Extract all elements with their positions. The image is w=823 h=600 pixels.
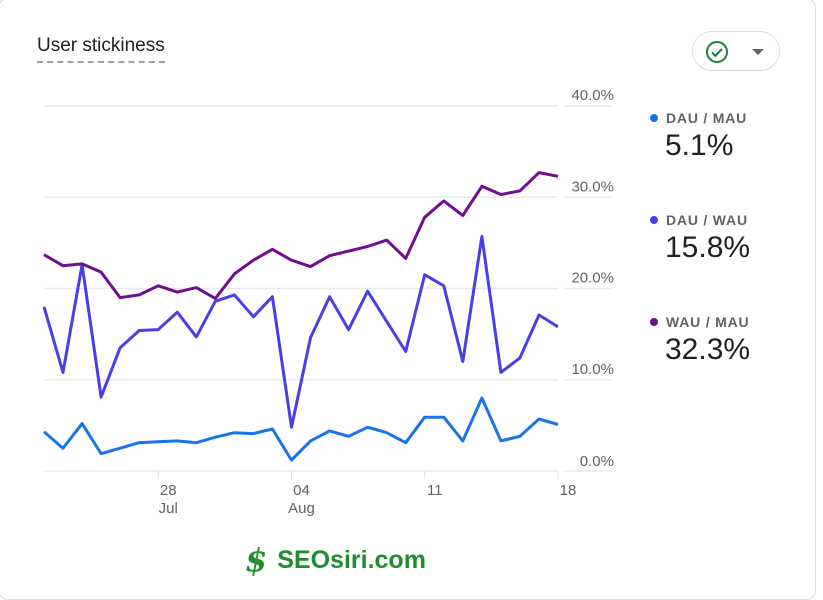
- series-line-dau-mau: [43, 396, 559, 462]
- y-tick-label: 10.0%: [571, 361, 614, 378]
- series-line-dau-wau: [42, 235, 559, 429]
- y-tick-label: 20.0%: [571, 270, 614, 287]
- y-tick-label: 0.0%: [580, 453, 614, 470]
- legend-label: DAU / MAU: [666, 110, 748, 126]
- y-tick-label: 30.0%: [571, 178, 614, 195]
- legend-dot: [650, 114, 658, 122]
- legend-item-wau-mau: WAU / MAU 32.3%: [650, 314, 750, 367]
- legend-label: DAU / WAU: [666, 212, 748, 228]
- logo-text: SEOsiri.com: [277, 545, 426, 574]
- legend-value: 15.8%: [665, 231, 751, 264]
- legend-value: 5.1%: [665, 129, 734, 162]
- x-tick-month-label: Jul: [159, 500, 178, 517]
- logo-glyph: $: [245, 541, 268, 579]
- card-title[interactable]: User stickiness: [37, 34, 165, 63]
- legend-value: 32.3%: [665, 333, 751, 366]
- legend-item-dau-wau: DAU / WAU 15.8%: [650, 212, 750, 265]
- series-line-wau-mau: [43, 171, 559, 300]
- watermark-logo: $ SEOsiri.com: [245, 541, 426, 579]
- legend-dot: [650, 216, 658, 224]
- legend-item-dau-mau: DAU / MAU 5.1%: [650, 110, 747, 163]
- x-tick-month-label: Aug: [288, 500, 315, 517]
- x-tick-label: 04: [293, 482, 310, 499]
- caret-down-icon: [752, 49, 764, 55]
- y-tick-label: 40.0%: [571, 87, 614, 104]
- legend-dot: [650, 318, 658, 326]
- check-circle-icon: [706, 41, 728, 63]
- comparison-filter-button[interactable]: [692, 31, 780, 71]
- x-tick-label: 11: [427, 482, 443, 499]
- legend-label: WAU / MAU: [666, 314, 750, 330]
- x-tick-label: 18: [560, 482, 577, 499]
- x-tick-label: 28: [160, 482, 177, 499]
